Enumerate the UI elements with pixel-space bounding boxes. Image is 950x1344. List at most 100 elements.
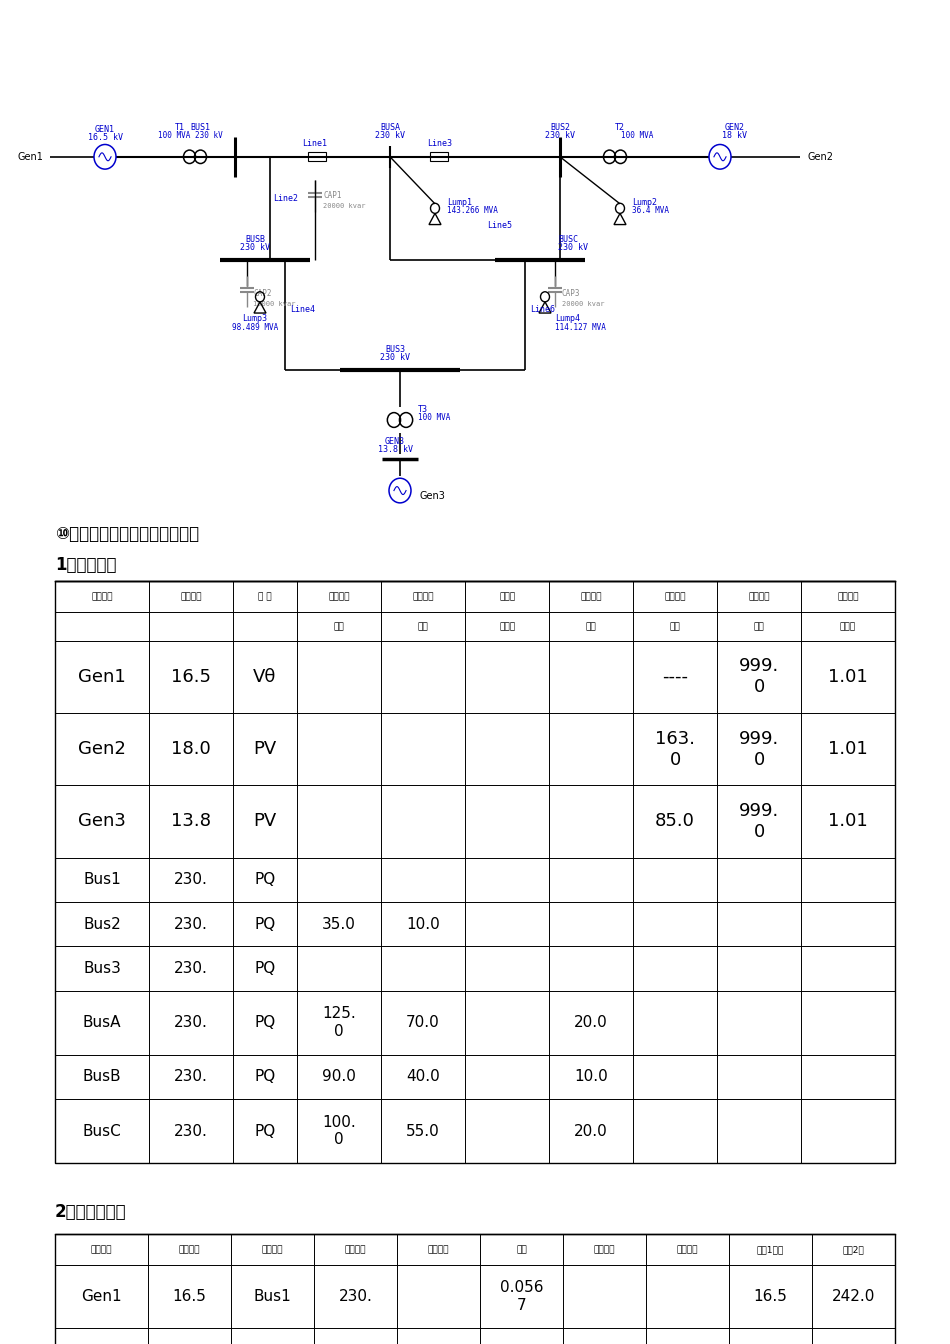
Text: 16.5 kV: 16.5 kV [87,133,123,142]
Text: 20.0: 20.0 [574,1124,608,1138]
Text: 负荷: 负荷 [418,622,428,632]
Text: 18 kV: 18 kV [723,130,748,140]
Text: PV: PV [254,813,276,831]
Text: ⑩原始数据及计算结果解释分析: ⑩原始数据及计算结果解释分析 [55,526,200,543]
Text: GEN3: GEN3 [385,437,405,446]
Text: Bus3: Bus3 [83,961,121,976]
Text: 100 MVA: 100 MVA [620,130,654,140]
Text: PQ: PQ [255,1124,276,1138]
Text: 10.0: 10.0 [574,1070,608,1085]
Text: Lump3: Lump3 [242,313,268,323]
Text: T2: T2 [615,124,625,132]
Text: 1．节点信息: 1．节点信息 [55,556,117,574]
Text: 负荷: 负荷 [586,622,597,632]
Text: BUSA: BUSA [380,124,400,132]
Text: PQ: PQ [255,1015,276,1030]
Text: 节点名称: 节点名称 [91,593,113,601]
Text: 10.0: 10.0 [407,917,440,931]
Text: 36.4 MVA: 36.4 MVA [632,206,669,215]
Text: 230 kV: 230 kV [558,243,588,253]
Text: CAP2: CAP2 [253,289,272,298]
Bar [430,152,448,161]
Text: Line4: Line4 [290,305,315,313]
Text: 230 kV: 230 kV [240,243,270,253]
Text: 节点1抽头: 节点1抽头 [757,1245,784,1254]
Text: 节点名称: 节点名称 [261,1245,283,1254]
Text: PQ: PQ [255,961,276,976]
Text: 999.
0: 999. 0 [739,802,779,841]
Text: 16.5: 16.5 [172,1289,206,1304]
Text: 出力: 出力 [753,622,765,632]
Text: 20000 kvar: 20000 kvar [323,203,366,210]
Text: BusB: BusB [83,1070,122,1085]
Text: 节点2头: 节点2头 [843,1245,864,1254]
Bar [55,1234,895,1344]
Text: Lump2: Lump2 [632,198,657,207]
Text: 实际有功: 实际有功 [664,593,686,601]
Text: 230.: 230. [174,917,208,931]
Text: 999.
0: 999. 0 [739,730,779,769]
Text: 恒定无功: 恒定无功 [412,593,434,601]
Text: 20000 kvar: 20000 kvar [562,301,604,306]
Text: 13.8 kV: 13.8 kV [377,445,412,454]
Text: 230 kV: 230 kV [545,130,575,140]
Text: 20.0: 20.0 [574,1015,608,1030]
Text: 铜损电阔: 铜损电阔 [428,1245,449,1254]
Text: BUS2: BUS2 [550,124,570,132]
Text: BUSB: BUSB [245,235,265,245]
Text: 类 型: 类 型 [258,593,272,601]
Text: Gen2: Gen2 [807,152,833,161]
Text: 标么值: 标么值 [840,622,856,632]
Text: 16.5: 16.5 [753,1289,788,1304]
Text: 10000 kvar: 10000 kvar [253,301,295,306]
Text: 230.: 230. [174,872,208,887]
Text: Lump4: Lump4 [555,313,580,323]
Text: Vθ: Vθ [254,668,276,685]
Text: Bus1: Bus1 [83,872,121,887]
Text: 40.0: 40.0 [407,1070,440,1085]
Text: 230.: 230. [174,1070,208,1085]
Text: 出力: 出力 [670,622,680,632]
Text: 鐵损电导: 鐵损电导 [594,1245,616,1254]
Text: 143.266 MVA: 143.266 MVA [447,206,498,215]
Text: 999.
0: 999. 0 [739,657,779,696]
Text: 35.0: 35.0 [322,917,356,931]
Text: Lump1: Lump1 [447,198,472,207]
Text: 节点名称: 节点名称 [90,1245,112,1254]
Text: 85.0: 85.0 [656,813,695,831]
Text: BusC: BusC [83,1124,122,1138]
Text: PQ: PQ [255,917,276,931]
Text: BUS1: BUS1 [190,124,210,132]
Text: 13.8: 13.8 [171,813,211,831]
Text: Line5: Line5 [487,220,512,230]
Text: 恒定有功: 恒定有功 [329,593,350,601]
Text: 114.127 MVA: 114.127 MVA [555,323,606,332]
Text: Gen3: Gen3 [78,813,126,831]
Text: Gen1: Gen1 [17,152,43,161]
Text: 激磁电纳: 激磁电纳 [676,1245,698,1254]
Text: Bus1: Bus1 [254,1289,292,1304]
Text: 230 kV: 230 kV [375,130,405,140]
Text: 1.01: 1.01 [828,668,868,685]
Text: 电压等级: 电压等级 [179,1245,200,1254]
Text: 16.5: 16.5 [171,668,211,685]
Text: GEN1: GEN1 [95,125,115,134]
Text: 230 kV: 230 kV [380,352,410,362]
Text: Gen3: Gen3 [420,491,446,501]
Text: 242.0: 242.0 [832,1289,875,1304]
Text: PQ: PQ [255,1070,276,1085]
Text: 功负荷: 功负荷 [499,622,515,632]
Bar [55,582,895,1163]
Text: T3: T3 [418,406,428,414]
Text: PV: PV [254,741,276,758]
Text: PQ: PQ [255,872,276,887]
Text: 230.: 230. [174,961,208,976]
Text: 100 MVA: 100 MVA [418,413,450,422]
Text: 230.: 230. [174,1015,208,1030]
Text: 并联无功: 并联无功 [580,593,602,601]
Text: 安排电压: 安排电压 [837,593,859,601]
Text: 负荷: 负荷 [333,622,345,632]
Text: CAP1: CAP1 [323,191,341,200]
Text: BusA: BusA [83,1015,122,1030]
Text: Gen1: Gen1 [78,668,125,685]
